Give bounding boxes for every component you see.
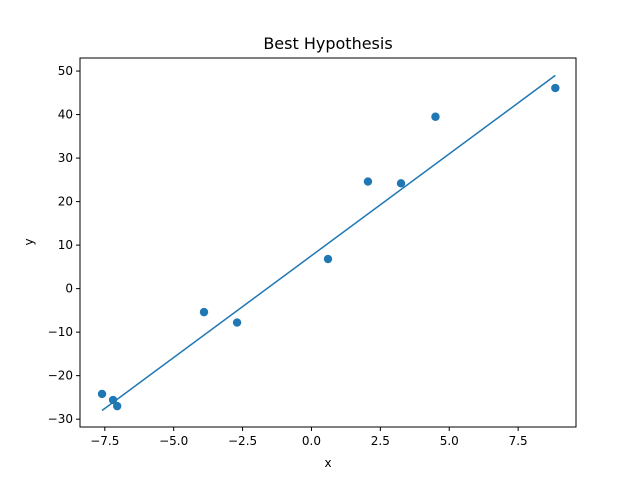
data-point: [232, 318, 242, 327]
data-point: [431, 112, 440, 121]
axes-ticks: −7.5 −5.0 −2.5 0.0 2.5 5.0 7.5 −30 −20 −10 0 10 20 30…: [48, 64, 528, 448]
x-tick-label: 2.5: [371, 434, 390, 448]
y-axis-label: y: [22, 238, 36, 245]
y-tick-label: 20: [58, 195, 73, 209]
x-tick-label: 5.0: [440, 434, 459, 448]
x-tick-label: 0.0: [302, 434, 321, 448]
x-tick-label: 7.5: [509, 434, 528, 448]
y-tick-label: 0: [65, 282, 73, 296]
y-tick-label: −20: [48, 369, 73, 383]
x-axis-label: x: [324, 456, 331, 470]
data-point: [363, 177, 373, 186]
data-point: [113, 401, 122, 411]
y-tick-label: 30: [58, 151, 73, 165]
y-tick-label: 40: [58, 108, 73, 122]
y-tick-label: −10: [48, 325, 73, 339]
data-point: [97, 389, 107, 399]
y-tick-label: 10: [58, 238, 73, 252]
x-tick-label: −2.5: [228, 434, 257, 448]
chart-title: Best Hypothesis: [263, 34, 392, 53]
y-tick-label: 50: [58, 64, 73, 78]
plot-area: [97, 74, 560, 412]
x-tick-label: −7.5: [90, 434, 119, 448]
data-point: [396, 179, 406, 188]
data-point: [108, 395, 118, 405]
regression-line: [101, 74, 556, 412]
y-tick-label: −30: [48, 412, 73, 426]
data-point: [551, 83, 560, 93]
x-tick-label: −5.0: [159, 434, 188, 448]
data-point: [323, 254, 333, 264]
data-point: [199, 307, 209, 317]
axes-frame: [79, 57, 577, 428]
